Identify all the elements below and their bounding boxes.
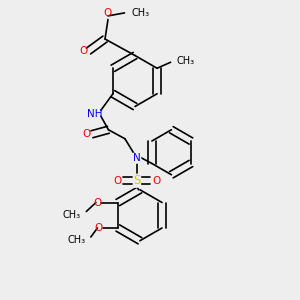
Text: O: O xyxy=(113,176,122,186)
Text: N: N xyxy=(133,153,141,163)
Text: O: O xyxy=(94,223,103,233)
Text: S: S xyxy=(133,174,141,187)
Text: NH: NH xyxy=(87,109,102,119)
Text: O: O xyxy=(79,46,87,56)
Text: CH₃: CH₃ xyxy=(67,235,86,245)
Text: O: O xyxy=(104,8,112,18)
Text: O: O xyxy=(93,197,101,208)
Text: O: O xyxy=(152,176,160,186)
Text: CH₃: CH₃ xyxy=(63,209,81,220)
Text: O: O xyxy=(82,129,91,139)
Text: CH₃: CH₃ xyxy=(177,56,195,66)
Text: CH₃: CH₃ xyxy=(132,8,150,18)
